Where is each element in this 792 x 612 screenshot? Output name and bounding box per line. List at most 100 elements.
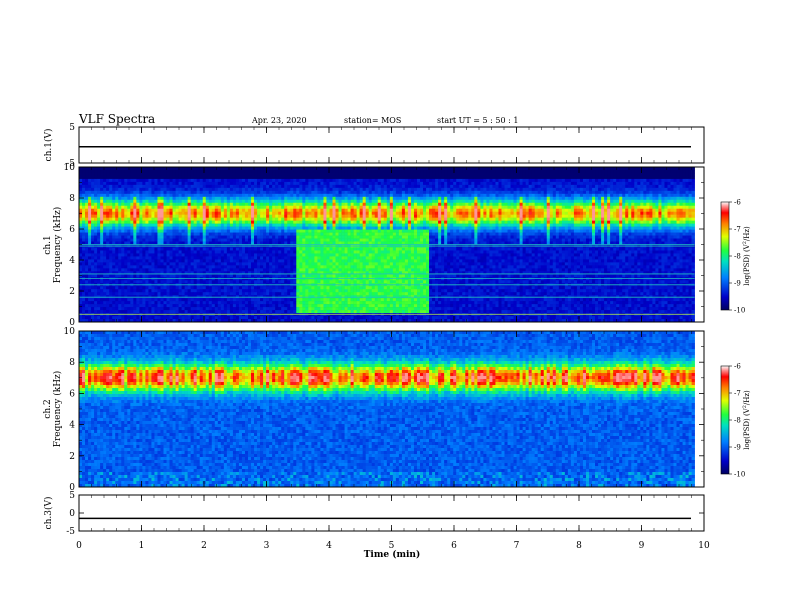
spectrogram-cell (480, 206, 483, 209)
spectrogram-cell (173, 176, 176, 179)
spectrogram-cell (375, 227, 378, 230)
spectrogram-cell (112, 218, 115, 221)
spectrogram-cell (616, 200, 619, 203)
spectrogram-cell (145, 185, 148, 188)
spectrogram-cell (148, 230, 151, 233)
spectrogram-cell (686, 182, 689, 185)
spectrogram-cell (185, 239, 188, 242)
spectrogram-cell (526, 236, 529, 239)
spectrogram-cell (381, 170, 384, 173)
spectrogram-cell (239, 239, 242, 242)
spectrogram-cell (233, 206, 236, 209)
spectrogram-cell (363, 191, 366, 194)
spectrogram-cell (547, 212, 550, 215)
spectrogram-cell (167, 209, 170, 212)
spectrogram-cell (182, 227, 185, 230)
spectrogram-cell (586, 227, 589, 230)
spectrogram-cell (375, 194, 378, 197)
spectrogram-cell (538, 194, 541, 197)
spectrogram-cell (384, 200, 387, 203)
spectrogram-cell (399, 209, 402, 212)
spectrogram-cell (625, 185, 628, 188)
spectrogram-cell (625, 191, 628, 194)
spectrogram-cell (523, 221, 526, 224)
spectrogram-cell (302, 221, 305, 224)
spectrogram-cell (115, 194, 118, 197)
spectrogram-cell (411, 179, 414, 182)
spectrogram-cell (601, 206, 604, 209)
spectrogram-cell (450, 176, 453, 179)
spectrogram-cell (498, 218, 501, 221)
spectrogram-cell (251, 206, 254, 209)
spectrogram-cell (94, 197, 97, 200)
spectrogram-cell (655, 227, 658, 230)
spectrogram-cell (179, 185, 182, 188)
spectrogram-cell (655, 218, 658, 221)
spectrogram-cell (360, 230, 363, 233)
spectrogram-cell (574, 209, 577, 212)
spectrogram-cell (547, 185, 550, 188)
spectrogram-cell (532, 209, 535, 212)
spectrogram-cell (661, 236, 664, 239)
spectrogram-cell (221, 188, 224, 191)
spectrogram-cell (649, 182, 652, 185)
spectrogram-cell (91, 239, 94, 242)
spectrogram-cell (625, 200, 628, 203)
spectrogram-cell (520, 233, 523, 236)
spectrogram-cell (372, 221, 375, 224)
spectrogram-cell (332, 188, 335, 191)
spectrogram-cell (91, 209, 94, 212)
spectrogram-cell (139, 206, 142, 209)
spectrogram-cell (366, 239, 369, 242)
spectrogram-cell (637, 191, 640, 194)
spectrogram-cell (583, 227, 586, 230)
spectrogram-cell (408, 218, 411, 221)
spectrogram-cell (589, 197, 592, 200)
spectrogram-cell (652, 182, 655, 185)
spectrogram-cell (453, 230, 456, 233)
spectrogram-cell (535, 233, 538, 236)
spectrogram-cell (357, 227, 360, 230)
spectrogram-cell (363, 185, 366, 188)
spectrogram-cell (405, 212, 408, 215)
spectrogram-cell (109, 212, 112, 215)
spectrogram-cell (326, 221, 329, 224)
spectrogram-cell (263, 221, 266, 224)
spectrogram-cell (290, 224, 293, 227)
spectrogram-cell (655, 212, 658, 215)
spectrogram-cell (348, 221, 351, 224)
spectrogram-cell (586, 191, 589, 194)
spectrogram-cell (188, 209, 191, 212)
spectrogram-cell (411, 212, 414, 215)
spectrogram-cell (595, 170, 598, 173)
spectrogram-cell (628, 179, 631, 182)
spectrogram-cell (598, 185, 601, 188)
spectrogram-cell (182, 212, 185, 215)
spectrogram-cell (85, 197, 88, 200)
spectrogram-cell (378, 233, 381, 236)
spectrogram-cell (652, 224, 655, 227)
spectrogram-cell (538, 179, 541, 182)
spectrogram-cell (260, 233, 263, 236)
spectrogram-cell (191, 188, 194, 191)
spectrogram-cell (450, 227, 453, 230)
spectrogram-cell (118, 227, 121, 230)
spectrogram-cell (619, 191, 622, 194)
spectrogram-cell (323, 194, 326, 197)
spectrogram-cell (568, 221, 571, 224)
spectrogram-cell (661, 200, 664, 203)
spectrogram-cell (438, 170, 441, 173)
spectrogram-cell (302, 239, 305, 242)
spectrogram-cell (130, 170, 133, 173)
spectrogram-cell (275, 209, 278, 212)
spectrogram-cell (224, 173, 227, 176)
spectrogram-cell (649, 191, 652, 194)
spectrogram-cell (320, 233, 323, 236)
spectrogram-cell (139, 173, 142, 176)
spectrogram-cell (541, 197, 544, 200)
spectrogram-cell (118, 179, 121, 182)
spectrogram-cell (115, 221, 118, 224)
spectrogram-cell (336, 230, 339, 233)
spectrogram-cell (218, 224, 221, 227)
spectrogram-cell (550, 227, 553, 230)
